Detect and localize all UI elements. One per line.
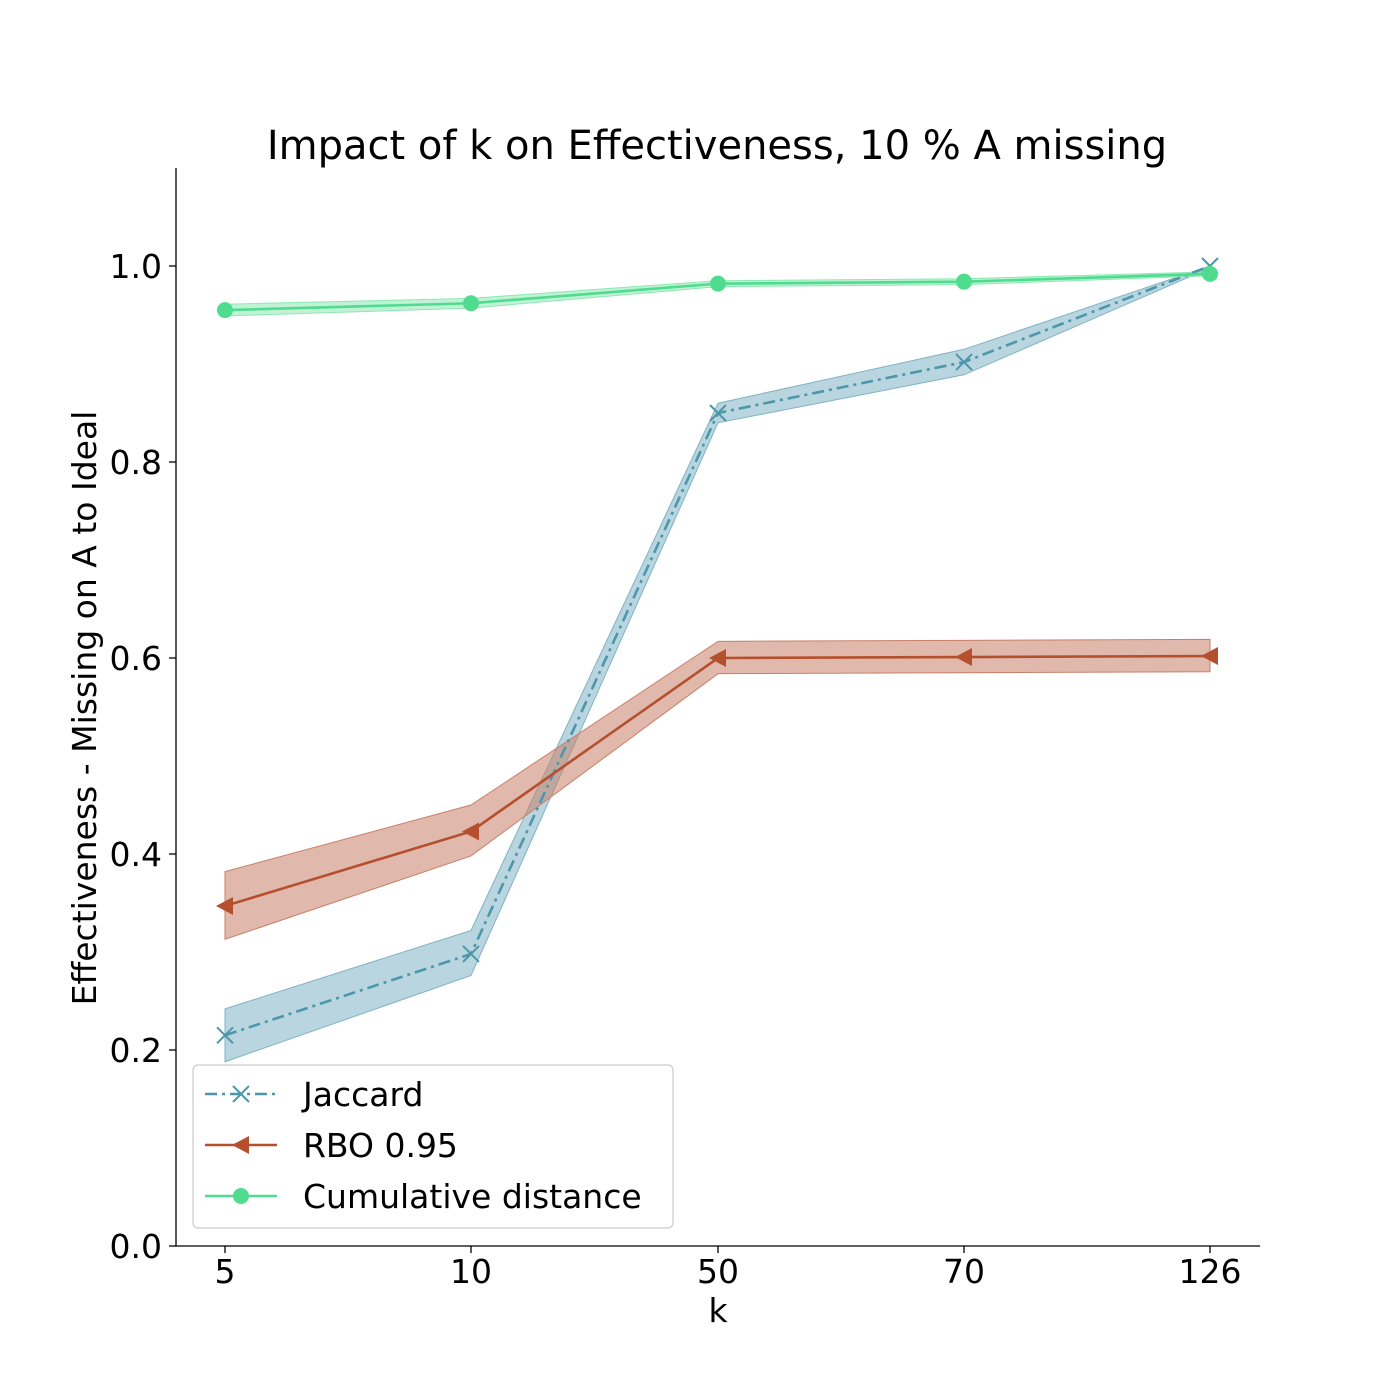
y-tick-label: 0.8: [110, 443, 162, 482]
chart-title: Impact of k on Effectiveness, 10 % A mis…: [267, 123, 1167, 169]
x-ticks: 5 10 50 70 126: [215, 1246, 1242, 1291]
legend: Jaccard RBO 0.95 Cumulative distance: [192, 1064, 674, 1229]
legend-jaccard-marker: [232, 1085, 250, 1103]
rbo-0-95-point: [955, 648, 972, 667]
legend-rbo-0-95-marker: [232, 1136, 249, 1154]
x-tick-label: 50: [697, 1252, 739, 1291]
cumulative-distance-point: [217, 302, 233, 319]
x-tick-label: 126: [1179, 1252, 1242, 1291]
jaccard-point: [955, 353, 973, 371]
legend-rbo-0-95-label: RBO 0.95: [303, 1126, 458, 1165]
legend-jaccard-label: Jaccard: [301, 1075, 423, 1114]
confidence-bands: [224, 265, 1211, 1063]
legend-cumulative-distance-marker: [233, 1188, 249, 1204]
y-ticks: 0.0 0.2 0.4 0.6 0.8 1.0: [110, 247, 176, 1266]
x-tick-label: 70: [943, 1252, 985, 1291]
cumulative-distance-point: [1202, 265, 1218, 282]
legend-box: [192, 1064, 674, 1229]
cumulative-distance-point: [956, 273, 972, 290]
rbo-0-95-point: [709, 649, 726, 667]
rbo-0-95-point: [462, 822, 479, 841]
cumulative-distance-point: [463, 295, 479, 312]
y-tick-label: 0.2: [110, 1031, 162, 1070]
y-tick-label: 0.0: [110, 1227, 162, 1266]
y-axis-label: Effectiveness - Missing on A to Ideal: [65, 411, 104, 1006]
rbo-0-95-point: [216, 896, 233, 915]
jaccard-point: [462, 945, 480, 963]
x-axis-label: k: [708, 1291, 728, 1330]
rbo-0-95-band: [224, 638, 1211, 940]
rbo-0-95-point: [1201, 647, 1218, 666]
y-tick-label: 1.0: [110, 247, 162, 286]
cumulative-distance-point: [710, 275, 726, 292]
y-tick-label: 0.6: [110, 639, 162, 678]
y-tick-label: 0.4: [110, 835, 162, 874]
x-tick-label: 10: [450, 1252, 492, 1291]
legend-cumulative-distance-label: Cumulative distance: [303, 1177, 642, 1216]
jaccard-point: [709, 404, 727, 422]
jaccard-point: [216, 1026, 234, 1045]
series-markers: [216, 257, 1219, 1045]
x-tick-label: 5: [215, 1252, 236, 1291]
